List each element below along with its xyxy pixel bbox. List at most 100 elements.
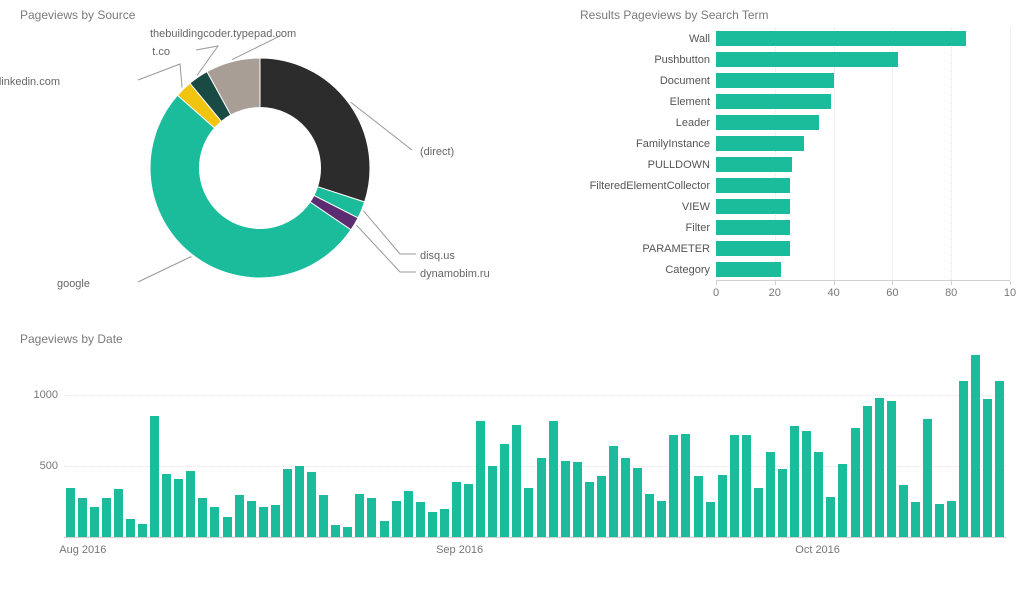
column-bar[interactable] (235, 495, 244, 538)
column-bar[interactable] (488, 466, 497, 538)
column-bar[interactable] (476, 421, 485, 538)
hbar-bar[interactable] (716, 115, 819, 130)
column-bar[interactable] (428, 512, 437, 538)
column-bar[interactable] (549, 421, 558, 538)
column-bar[interactable] (102, 498, 111, 538)
hbar-bar[interactable] (716, 73, 834, 88)
column-bar[interactable] (597, 476, 606, 538)
column-bar[interactable] (718, 475, 727, 538)
hbar-row: Filter (580, 217, 1010, 238)
column-bar[interactable] (585, 482, 594, 538)
column-bar[interactable] (971, 355, 980, 538)
column-bar[interactable] (995, 381, 1004, 538)
column-bar[interactable] (959, 381, 968, 538)
column-bar[interactable] (561, 461, 570, 538)
column-bar[interactable] (198, 498, 207, 538)
hbar-bar[interactable] (716, 136, 804, 151)
hbar-tick (716, 281, 717, 285)
column-bar[interactable] (283, 469, 292, 538)
hbar-tick (951, 281, 952, 285)
column-bar[interactable] (271, 505, 280, 538)
column-bar[interactable] (440, 509, 449, 538)
hbar-bar[interactable] (716, 157, 792, 172)
hbar-bar[interactable] (716, 178, 790, 193)
column-bar[interactable] (669, 435, 678, 538)
column-bar[interactable] (706, 502, 715, 538)
column-bar[interactable] (66, 488, 75, 538)
column-bar[interactable] (573, 462, 582, 538)
column-bar[interactable] (730, 435, 739, 538)
donut-slice[interactable] (260, 58, 370, 202)
column-bar[interactable] (150, 416, 159, 538)
column-bar[interactable] (645, 494, 654, 538)
hbar-bar[interactable] (716, 31, 966, 46)
column-bar[interactable] (778, 469, 787, 538)
column-bar[interactable] (923, 419, 932, 538)
column-bar[interactable] (911, 502, 920, 538)
column-bar[interactable] (766, 452, 775, 538)
column-bar[interactable] (114, 489, 123, 538)
column-bar[interactable] (537, 458, 546, 538)
column-bar[interactable] (500, 444, 509, 538)
column-bar[interactable] (814, 452, 823, 538)
column-bar[interactable] (392, 501, 401, 538)
column-bar[interactable] (464, 484, 473, 538)
column-bar[interactable] (826, 497, 835, 538)
column-bar[interactable] (681, 434, 690, 538)
column-bar[interactable] (524, 488, 533, 538)
column-bar[interactable] (174, 479, 183, 538)
column-bar[interactable] (863, 406, 872, 538)
column-bar[interactable] (851, 428, 860, 538)
column-bar[interactable] (452, 482, 461, 538)
column-bar[interactable] (367, 498, 376, 538)
column-bar[interactable] (947, 501, 956, 538)
hbar-bar[interactable] (716, 262, 781, 277)
column-bar[interactable] (838, 464, 847, 538)
column-bar[interactable] (983, 399, 992, 538)
hbar-bar[interactable] (716, 220, 790, 235)
column-bar[interactable] (78, 498, 87, 538)
column-bar[interactable] (790, 426, 799, 538)
column-bar[interactable] (223, 517, 232, 538)
hbar-bar[interactable] (716, 199, 790, 214)
hbar-chart[interactable]: WallPushbuttonDocumentElementLeaderFamil… (580, 28, 1010, 328)
column-ytick-label: 500 (20, 460, 58, 472)
column-bar[interactable] (126, 519, 135, 538)
hbar-row: Pushbutton (580, 49, 1010, 70)
column-bar[interactable] (742, 435, 751, 538)
column-bar[interactable] (694, 476, 703, 538)
column-bar[interactable] (609, 446, 618, 538)
column-chart[interactable]: 5001000 Aug 2016Sep 2016Oct 2016 (20, 352, 1010, 562)
column-bar[interactable] (90, 507, 99, 538)
hbar-tick (892, 281, 893, 285)
hbar-row: VIEW (580, 196, 1010, 217)
column-bar[interactable] (355, 494, 364, 538)
column-bar[interactable] (899, 485, 908, 538)
column-bar[interactable] (416, 502, 425, 538)
column-bar[interactable] (512, 425, 521, 538)
column-bar[interactable] (186, 471, 195, 538)
column-bar[interactable] (875, 398, 884, 538)
hbar-bar[interactable] (716, 94, 831, 109)
column-bar[interactable] (633, 468, 642, 538)
column-bar[interactable] (295, 466, 304, 538)
hbar-bar[interactable] (716, 52, 898, 67)
column-bar[interactable] (802, 431, 811, 538)
column-bar[interactable] (307, 472, 316, 538)
column-bar[interactable] (259, 507, 268, 538)
hbar-tick-label: 80 (945, 287, 957, 299)
column-bar[interactable] (404, 491, 413, 538)
column-bar[interactable] (887, 401, 896, 538)
column-bar[interactable] (621, 458, 630, 538)
column-bar[interactable] (162, 474, 171, 538)
column-bar[interactable] (657, 501, 666, 538)
column-bar[interactable] (319, 495, 328, 538)
column-bar[interactable] (210, 507, 219, 538)
column-bar[interactable] (754, 488, 763, 538)
hbar-bar[interactable] (716, 241, 790, 256)
donut-chart[interactable]: (direct)disq.usdynamobim.rugooglelinkedi… (20, 28, 520, 318)
column-bar[interactable] (138, 524, 147, 538)
column-bar[interactable] (935, 504, 944, 538)
column-bar[interactable] (380, 521, 389, 538)
column-bar[interactable] (247, 501, 256, 538)
